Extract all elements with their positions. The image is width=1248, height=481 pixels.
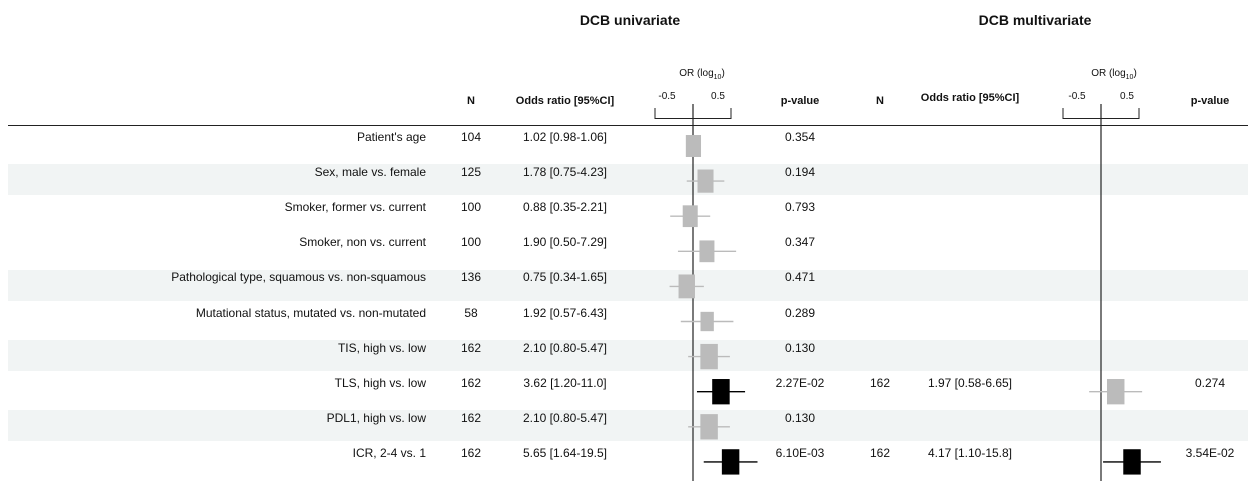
row-band	[8, 410, 1248, 441]
p-value: 0.347	[784, 235, 816, 249]
p-value: 0.130	[784, 411, 816, 425]
col-or-uni: Odds ratio [95%CI]	[515, 95, 615, 107]
row-label: Patient's age	[356, 130, 426, 144]
odds-ratio-value: 5.65 [1.64-19.5]	[522, 446, 608, 460]
p-value: 0.289	[784, 306, 816, 320]
n-value: 162	[460, 411, 482, 425]
n-value: 162	[869, 446, 891, 460]
point-estimate	[682, 205, 698, 228]
odds-ratio-value: 1.78 [0.75-4.23]	[522, 165, 608, 179]
row-band	[8, 270, 1248, 301]
odds-ratio-value: 2.10 [0.80-5.47]	[522, 411, 608, 425]
odds-ratio-value: 1.97 [0.58-6.65]	[927, 376, 1013, 390]
row-label: ICR, 2-4 vs. 1	[352, 446, 426, 460]
odds-ratio-value: 0.88 [0.35-2.21]	[522, 200, 608, 214]
n-value: 58	[464, 306, 478, 320]
n-value: 136	[460, 270, 482, 284]
p-value: 2.27E-02	[775, 376, 825, 390]
p-value: 0.793	[784, 200, 816, 214]
n-value: 100	[460, 235, 482, 249]
tick-label: -0.5	[658, 91, 676, 102]
heading-univariate: DCB univariate	[579, 12, 681, 28]
odds-ratio-value: 2.10 [0.80-5.47]	[522, 341, 608, 355]
col-p-uni: p-value	[780, 95, 820, 107]
p-value: 0.471	[784, 270, 816, 284]
row-label: PDL1, high vs. low	[326, 411, 426, 425]
row-band	[8, 340, 1248, 371]
point-estimate	[1123, 449, 1141, 475]
n-value: 162	[460, 376, 482, 390]
row-label: Mutational status, mutated vs. non-mutat…	[195, 306, 426, 320]
p-value: 0.274	[1194, 376, 1226, 390]
row-label: Pathological type, squamous vs. non-squa…	[171, 270, 426, 284]
col-or-multi: Odds ratio [95%CI]	[920, 92, 1020, 104]
n-value: 100	[460, 200, 482, 214]
heading-multivariate: DCB multivariate	[978, 12, 1092, 28]
p-value: 0.354	[784, 130, 816, 144]
p-value: 6.10E-03	[775, 446, 825, 460]
point-estimate	[697, 169, 714, 193]
p-value: 0.194	[784, 165, 816, 179]
point-estimate	[685, 135, 702, 157]
row-label: TIS, high vs. low	[337, 341, 426, 355]
row-label: TLS, high vs. low	[334, 376, 426, 390]
col-p-multi: p-value	[1190, 95, 1230, 107]
point-estimate	[1106, 379, 1125, 405]
point-estimate	[712, 379, 730, 405]
axis-label-uni: OR (log10)	[679, 68, 725, 81]
odds-ratio-value: 1.92 [0.57-6.43]	[522, 306, 608, 320]
row-label: Smoker, former vs. current	[284, 200, 426, 214]
header-rule	[8, 125, 1248, 126]
point-estimate	[678, 274, 695, 299]
odds-ratio-value: 0.75 [0.34-1.65]	[522, 270, 608, 284]
odds-ratio-value: 1.02 [0.98-1.06]	[522, 130, 608, 144]
axis-label-multi: OR (log10)	[1091, 68, 1137, 81]
row-band	[8, 164, 1248, 195]
tick-label: -0.5	[1068, 91, 1086, 102]
point-estimate	[700, 343, 718, 370]
odds-ratio-value: 4.17 [1.10-15.8]	[927, 446, 1013, 460]
p-value: 0.130	[784, 341, 816, 355]
n-value: 125	[460, 165, 482, 179]
odds-ratio-value: 1.90 [0.50-7.29]	[522, 235, 608, 249]
n-value: 104	[460, 130, 482, 144]
point-estimate	[700, 311, 714, 332]
n-value: 162	[460, 446, 482, 460]
odds-ratio-value: 3.62 [1.20-11.0]	[523, 376, 607, 390]
point-estimate	[721, 449, 740, 475]
tick-label: 0.5	[1120, 91, 1134, 102]
row-label: Sex, male vs. female	[314, 165, 426, 179]
col-n-uni: N	[467, 95, 475, 107]
row-label: Smoker, non vs. current	[299, 235, 426, 249]
n-value: 162	[460, 341, 482, 355]
n-value: 162	[869, 376, 891, 390]
point-estimate	[699, 240, 715, 263]
p-value: 3.54E-02	[1185, 446, 1235, 460]
tick-label: 0.5	[711, 91, 725, 102]
col-n-multi: N	[876, 95, 884, 107]
point-estimate	[700, 414, 718, 440]
